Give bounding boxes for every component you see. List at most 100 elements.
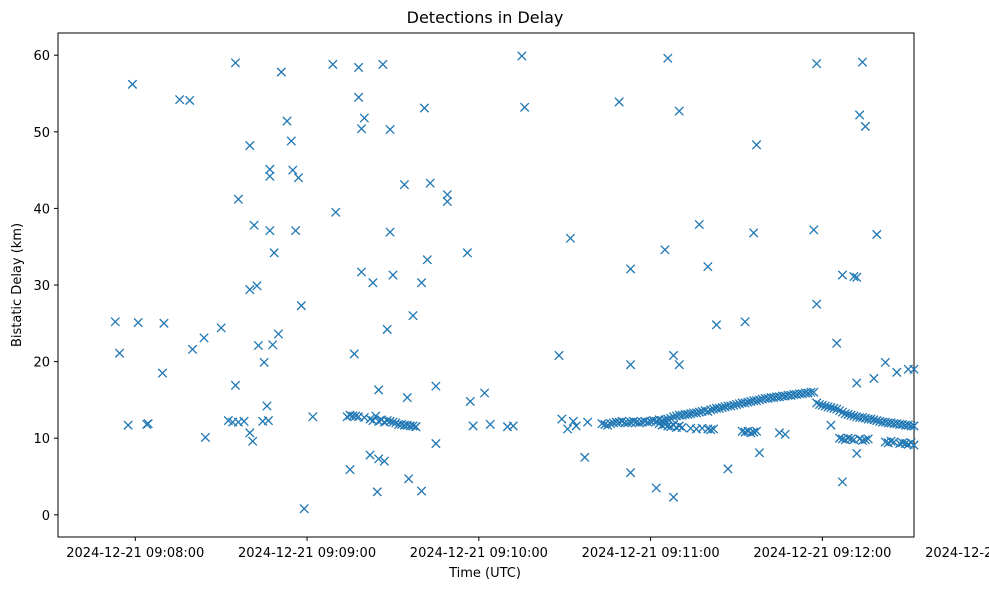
data-point xyxy=(372,487,382,497)
data-point xyxy=(717,402,727,413)
data-point xyxy=(694,407,704,417)
data-point xyxy=(663,53,673,63)
chart-title: Detections in Delay xyxy=(407,8,564,27)
data-point xyxy=(517,51,527,61)
x-axis-title: Time (UTC) xyxy=(448,566,521,581)
data-point xyxy=(617,416,627,426)
data-point xyxy=(746,428,756,438)
data-point xyxy=(519,102,530,112)
x-tick-label: 2024-12-21 09:11:00 xyxy=(582,546,720,561)
data-point xyxy=(634,418,644,428)
data-point xyxy=(703,406,713,417)
data-point xyxy=(826,402,836,413)
data-point xyxy=(852,448,862,459)
data-point xyxy=(740,317,750,327)
data-point xyxy=(751,426,762,436)
data-point xyxy=(345,464,355,475)
data-point xyxy=(353,92,364,102)
data-point xyxy=(754,448,765,458)
data-point xyxy=(268,340,278,350)
data-point xyxy=(603,420,613,430)
data-point xyxy=(857,57,868,67)
data-point xyxy=(133,317,143,328)
data-point xyxy=(605,418,616,429)
data-point xyxy=(623,418,633,428)
data-point xyxy=(425,178,435,188)
data-point xyxy=(351,411,361,421)
data-point xyxy=(245,284,255,295)
data-point xyxy=(416,486,427,496)
data-point xyxy=(187,344,198,354)
data-point xyxy=(849,411,859,421)
data-point xyxy=(826,420,836,430)
data-point xyxy=(812,299,822,309)
data-point xyxy=(625,360,636,370)
data-point xyxy=(668,350,679,361)
y-tick-label: 0 xyxy=(42,509,50,524)
data-point xyxy=(159,318,169,328)
data-point xyxy=(442,189,453,200)
data-point xyxy=(286,136,296,146)
data-point xyxy=(253,340,264,351)
data-point xyxy=(411,422,421,432)
data-point xyxy=(909,364,919,374)
data-point xyxy=(866,414,876,424)
data-point xyxy=(263,415,274,426)
data-point xyxy=(230,380,241,390)
data-point xyxy=(857,435,868,446)
data-point xyxy=(265,171,275,181)
data-point xyxy=(252,281,262,291)
data-point xyxy=(388,417,398,427)
data-point xyxy=(382,324,392,335)
data-point xyxy=(157,368,168,378)
data-point xyxy=(706,425,716,435)
data-point xyxy=(249,220,259,230)
data-point xyxy=(909,421,919,431)
data-point xyxy=(643,417,653,427)
data-point xyxy=(373,385,384,395)
data-point xyxy=(580,452,590,462)
data-point xyxy=(846,434,856,444)
data-point xyxy=(852,378,862,388)
data-point xyxy=(385,416,395,426)
data-point xyxy=(843,433,853,443)
data-point xyxy=(829,403,839,413)
data-point xyxy=(597,418,607,429)
data-point xyxy=(385,124,395,135)
data-point xyxy=(846,410,856,420)
data-point xyxy=(110,317,120,327)
data-point xyxy=(233,194,244,204)
data-point xyxy=(431,438,441,449)
data-point xyxy=(557,414,567,424)
data-point xyxy=(216,323,226,333)
data-point xyxy=(388,270,398,280)
plot-area xyxy=(57,32,919,538)
data-point xyxy=(368,278,378,288)
data-point xyxy=(293,173,304,183)
data-point xyxy=(359,113,369,123)
data-point xyxy=(230,58,241,68)
data-point xyxy=(906,421,916,431)
data-point xyxy=(462,248,473,258)
data-point xyxy=(299,504,309,514)
data-point xyxy=(708,424,719,434)
data-point xyxy=(872,415,882,426)
data-point xyxy=(780,429,790,440)
data-point xyxy=(402,392,412,403)
data-point xyxy=(385,227,395,237)
data-point xyxy=(854,110,865,120)
data-point xyxy=(365,450,375,460)
data-point xyxy=(290,225,301,236)
data-point xyxy=(674,360,684,370)
data-point xyxy=(554,350,564,361)
data-point xyxy=(404,474,414,484)
data-point xyxy=(731,399,742,410)
data-point xyxy=(683,409,693,420)
data-point xyxy=(694,219,704,230)
data-point xyxy=(754,395,765,405)
data-point xyxy=(265,225,275,236)
data-point xyxy=(749,427,759,437)
data-point xyxy=(834,433,845,443)
data-point xyxy=(373,454,384,464)
y-axis: 0 10 20 30 40 50 60 xyxy=(33,49,58,524)
